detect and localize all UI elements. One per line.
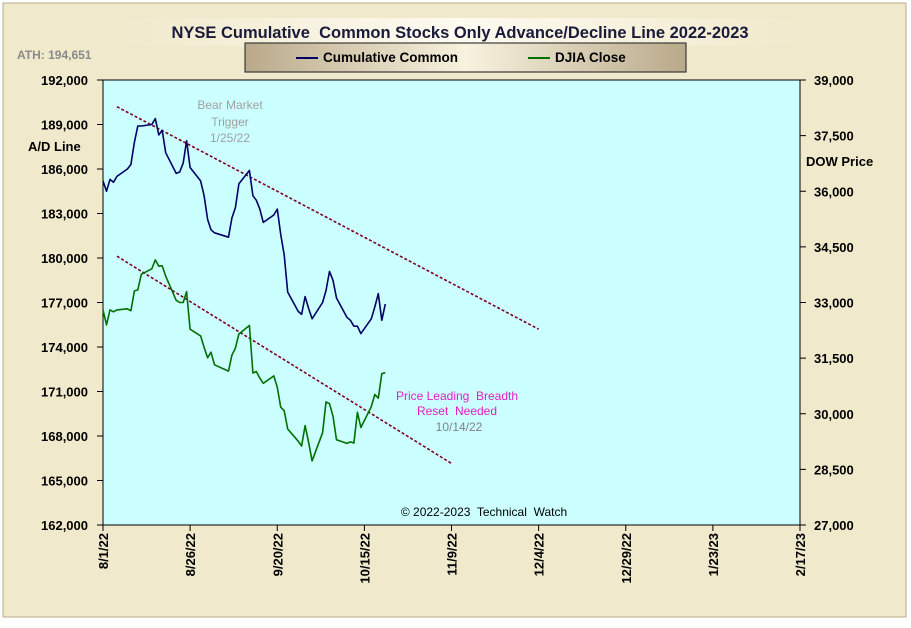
bear-annotation-line2: Trigger — [211, 115, 249, 129]
left-tick-label: 174,000 — [41, 340, 88, 355]
lead-annotation-line3: 10/14/22 — [436, 420, 483, 434]
right-tick-label: 27,000 — [814, 518, 854, 533]
left-axis-label: A/D Line — [28, 139, 81, 154]
title-band — [120, 18, 800, 46]
legend: Cumulative Common DJIA Close — [244, 42, 687, 73]
series-group — [102, 117, 387, 462]
series-line-djia-close — [102, 259, 386, 462]
x-axis: 8/1/22 8/26/22 9/20/22 10/15/22 11/9/22 12/4/… — [96, 525, 808, 584]
x-tick-label: 9/20/22 — [270, 533, 285, 576]
bear-annotation-line3: 1/25/22 — [210, 131, 250, 145]
left-tick-label: 183,000 — [41, 207, 88, 222]
right-tick-label: 39,000 — [814, 73, 854, 88]
x-tick-label: 2/17/23 — [793, 533, 808, 576]
right-tick-label: 28,500 — [814, 462, 854, 477]
legend-label-djia: DJIA Close — [555, 50, 626, 65]
left-tick-label: 177,000 — [41, 296, 88, 311]
right-axis: 27,000 28,500 30,000 31,500 33,000 34,500 36,0… — [800, 73, 854, 533]
left-tick-label: 186,000 — [41, 162, 88, 177]
ad-trendline — [116, 105, 539, 330]
price-leading-annotation: Price Leading Breadth Reset Needed 10/14… — [396, 389, 518, 434]
ath-label: ATH: 194,651 — [17, 48, 92, 62]
x-tick-label: 8/26/22 — [183, 533, 198, 576]
left-tick-label: 171,000 — [41, 385, 88, 400]
lead-annotation-line1: Price Leading Breadth — [396, 389, 518, 403]
x-tick-label: 10/15/22 — [357, 533, 372, 584]
x-tick-label: 8/1/22 — [96, 533, 111, 569]
right-tick-label: 37,500 — [814, 129, 854, 144]
bear-annotation-line1: Bear Market — [197, 98, 263, 112]
legend-box — [244, 42, 687, 73]
bear-market-annotation: Bear Market Trigger 1/25/22 — [197, 98, 263, 145]
left-tick-label: 189,000 — [41, 118, 88, 133]
right-tick-label: 33,000 — [814, 296, 854, 311]
right-tick-label: 31,500 — [814, 351, 854, 366]
chart-title: NYSE Cumulative Common Stocks Only Advan… — [171, 24, 748, 42]
right-axis-label: DOW Price — [806, 154, 873, 169]
right-tick-label: 34,500 — [814, 240, 854, 255]
x-tick-label: 1/23/23 — [706, 533, 721, 576]
x-tick-label: 12/4/22 — [532, 533, 547, 576]
left-tick-label: 168,000 — [41, 429, 88, 444]
left-tick-label: 180,000 — [41, 251, 88, 266]
x-tick-label: 12/29/22 — [619, 533, 634, 584]
left-tick-label: 162,000 — [41, 518, 88, 533]
right-tick-label: 30,000 — [814, 407, 854, 422]
x-tick-label: 11/9/22 — [445, 533, 460, 576]
left-tick-label: 192,000 — [41, 73, 88, 88]
copyright: © 2022-2023 Technical Watch — [401, 505, 567, 519]
left-tick-label: 165,000 — [41, 474, 88, 489]
series-line-cumulative-common — [102, 117, 387, 335]
left-axis: 162,000 165,000 168,000 171,000 174,000 177,0… — [41, 73, 103, 533]
plot-area — [102, 79, 801, 526]
right-tick-label: 36,000 — [814, 184, 854, 199]
lead-annotation-line2: Reset Needed — [417, 404, 497, 418]
legend-label-ad: Cumulative Common — [323, 50, 458, 65]
